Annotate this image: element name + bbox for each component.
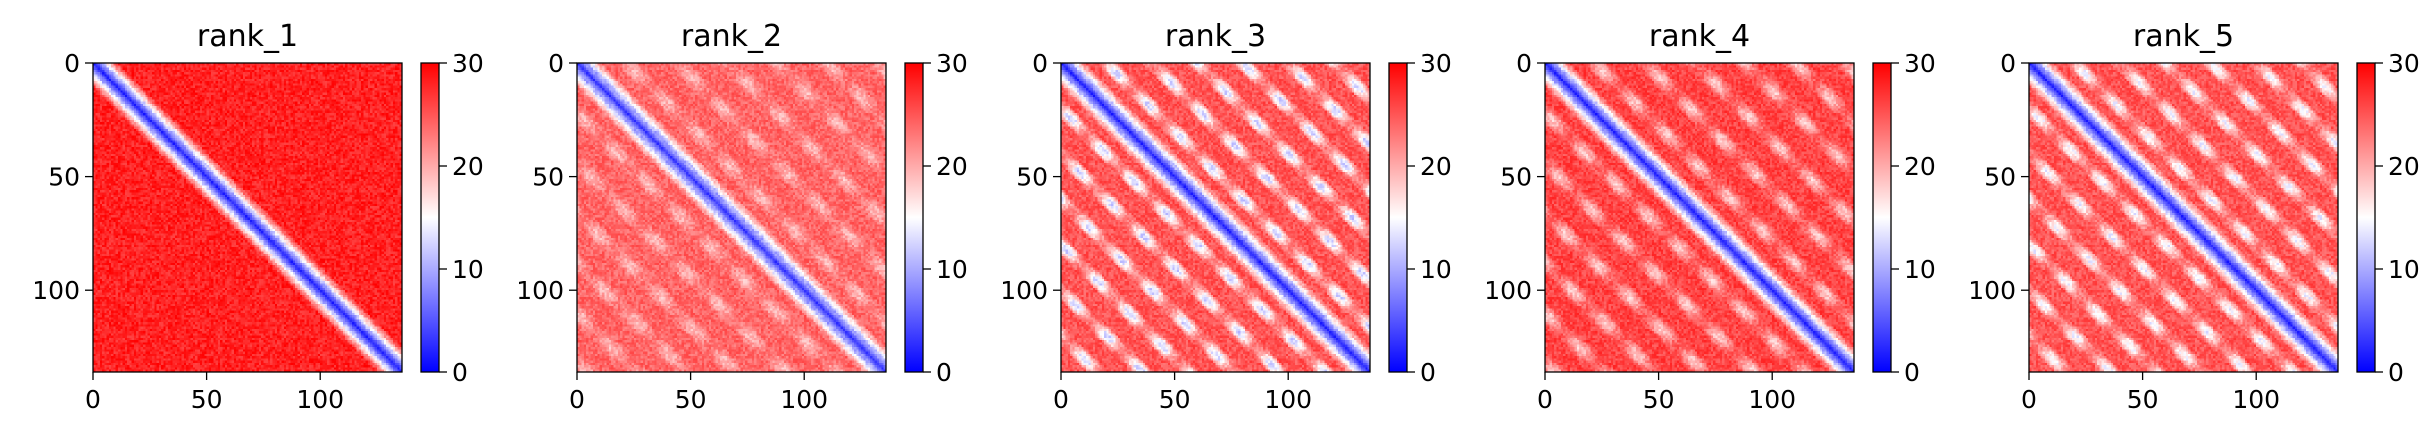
heatmap-panel-3: rank_3 0 50 100 0 50 100 0 10 20 30 [1000,19,1452,414]
heatmap-image [577,63,886,372]
y-tick-label: 100 [1484,276,1532,305]
colorbar-tick-label: 0 [452,358,468,387]
colorbar-tick-label: 30 [2388,49,2420,78]
plot-frame [92,62,403,373]
colorbar-tick-label: 0 [1420,358,1436,387]
panel-title: rank_3 [1165,19,1266,54]
x-tick-label: 100 [780,385,828,414]
x-tick-label: 0 [1537,385,1553,414]
plot-frame [576,62,887,373]
y-tick-label: 50 [1016,163,1048,192]
plot-frame [2028,62,2339,373]
colorbar [420,62,440,373]
panel-title: rank_1 [197,19,298,54]
x-tick-label: 0 [569,385,585,414]
y-tick-label: 0 [64,49,80,78]
colorbar [2356,62,2376,373]
x-tick-label: 100 [1748,385,1796,414]
heatmap-panel-4: rank_4 0 50 100 0 50 100 0 10 20 30 [1484,19,1936,414]
heatmap-panel-5: rank_5 0 50 100 0 50 100 0 10 20 30 [1968,19,2420,414]
x-tick-label: 100 [1264,385,1312,414]
y-tick-label: 100 [1968,276,2016,305]
y-tick-label: 0 [1516,49,1532,78]
panel-title: rank_4 [1649,19,1750,54]
heatmap-image [2029,63,2338,372]
x-tick-label: 0 [2021,385,2037,414]
y-tick-label: 100 [1000,276,1048,305]
plot-frame [1544,62,1855,373]
x-tick-label: 50 [191,385,223,414]
colorbar-tick-label: 10 [452,255,484,284]
colorbar-tick-label: 30 [1904,49,1936,78]
x-tick-label: 50 [1159,385,1191,414]
panel-title: rank_5 [2133,19,2234,54]
colorbar-tick-label: 30 [1420,49,1452,78]
y-tick-label: 50 [532,163,564,192]
colorbar [904,62,924,373]
colorbar-tick-label: 0 [936,358,952,387]
heatmap-image [1061,63,1370,372]
colorbar-tick-label: 30 [936,49,968,78]
heatmap-panel-1: rank_1 0 50 100 0 50 100 0 10 20 30 [32,19,484,414]
colorbar [1388,62,1408,373]
y-tick-label: 100 [32,276,80,305]
x-tick-label: 50 [2127,385,2159,414]
colorbar-tick-label: 0 [1904,358,1920,387]
heatmap-image [1545,63,1854,372]
colorbar-tick-label: 20 [1904,152,1936,181]
colorbar-tick-label: 30 [452,49,484,78]
heatmap-panel-2: rank_2 0 50 100 0 50 100 0 10 20 30 [516,19,968,414]
y-tick-label: 0 [2000,49,2016,78]
y-tick-label: 0 [1032,49,1048,78]
x-tick-label: 0 [85,385,101,414]
x-tick-label: 100 [296,385,344,414]
y-tick-label: 50 [48,163,80,192]
colorbar-tick-label: 20 [2388,152,2420,181]
x-tick-label: 100 [2232,385,2280,414]
y-tick-label: 50 [1984,163,2016,192]
y-tick-label: 0 [548,49,564,78]
x-tick-label: 50 [1643,385,1675,414]
heatmap-image [93,63,402,372]
colorbar-tick-label: 10 [2388,255,2420,284]
colorbar-tick-label: 20 [1420,152,1452,181]
y-tick-label: 50 [1500,163,1532,192]
colorbar-tick-label: 10 [1904,255,1936,284]
colorbar-tick-label: 10 [1420,255,1452,284]
colorbar [1872,62,1892,373]
x-tick-label: 50 [675,385,707,414]
colorbar-tick-label: 20 [452,152,484,181]
colorbar-tick-label: 10 [936,255,968,284]
plot-frame [1060,62,1371,373]
x-tick-label: 0 [1053,385,1069,414]
panel-title: rank_2 [681,19,782,54]
colorbar-tick-label: 0 [2388,358,2404,387]
colorbar-tick-label: 20 [936,152,968,181]
y-tick-label: 100 [516,276,564,305]
